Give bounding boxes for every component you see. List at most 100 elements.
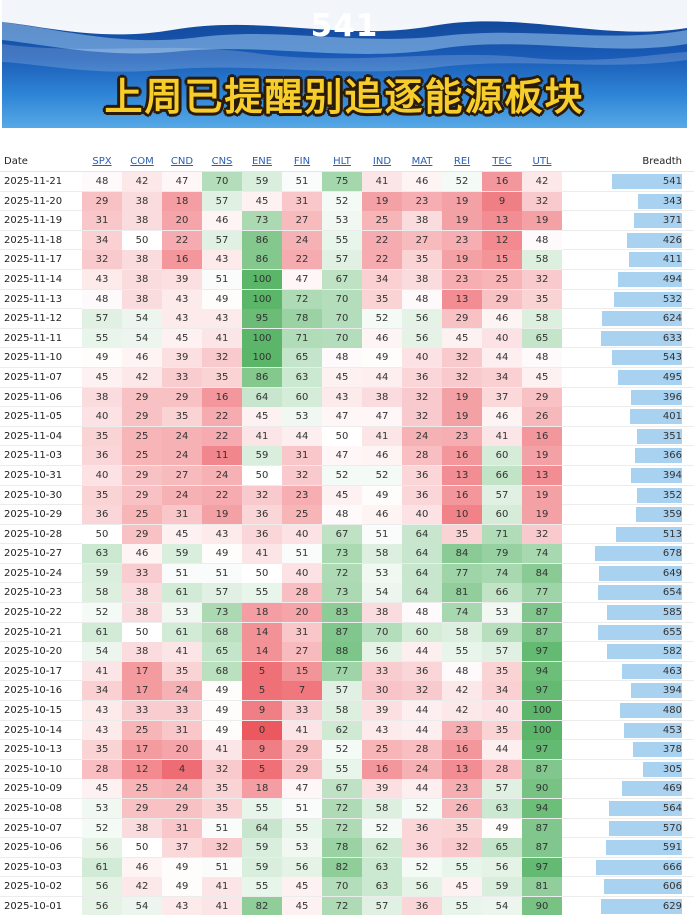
heat-cell-hlt: 53 xyxy=(322,211,362,231)
heat-cell-utl: 97 xyxy=(522,642,562,662)
heat-cell-ene: 5 xyxy=(242,681,282,701)
table-row: 2025-11-12 57 54 43 43 95 78 70 52 56 29 46 58 624 xyxy=(0,309,694,329)
breadth-bar xyxy=(637,487,682,503)
breadth-value: 649 xyxy=(662,567,682,579)
column-header-ind[interactable]: IND xyxy=(372,156,392,167)
breadth-value: 426 xyxy=(662,234,682,246)
breadth-value: 495 xyxy=(662,371,682,383)
heat-cell-hlt: 55 xyxy=(322,230,362,250)
heat-cell-com: 33 xyxy=(122,701,162,721)
heat-cell-cns: 43 xyxy=(202,524,242,544)
heat-cell-cnd: 18 xyxy=(162,191,202,211)
column-header-tec[interactable]: TEC xyxy=(492,156,512,167)
table-row: 2025-11-07 45 42 33 35 86 63 45 44 36 32 34 45 495 xyxy=(0,367,694,388)
column-header-ene[interactable]: ENE xyxy=(251,156,273,167)
heat-cell-fin: 40 xyxy=(282,524,322,544)
heat-cell-hlt: 73 xyxy=(322,544,362,564)
breadth-value: 582 xyxy=(662,646,682,658)
breadth-value: 469 xyxy=(662,783,682,795)
heat-cell-tec: 37 xyxy=(482,387,522,407)
column-header-rei[interactable]: REI xyxy=(453,156,471,167)
table-row: 2025-11-18 34 50 22 57 86 24 55 22 27 23 12 48 426 xyxy=(0,230,694,251)
row-date: 2025-10-23 xyxy=(4,587,63,599)
heat-cell-cnd: 20 xyxy=(162,740,202,760)
table-row: 2025-10-06 56 50 37 32 59 53 78 62 36 32 65 87 591 xyxy=(0,838,694,858)
heat-cell-ene: 0 xyxy=(242,720,282,740)
heat-cell-rei: 55 xyxy=(442,896,482,915)
heat-cell-utl: 19 xyxy=(522,505,562,525)
heat-cell-cnd: 16 xyxy=(162,250,202,270)
heat-cell-ene: 14 xyxy=(242,622,282,642)
heat-cell-com: 38 xyxy=(122,289,162,309)
row-date: 2025-11-06 xyxy=(4,391,63,403)
breadth-value: 371 xyxy=(662,215,682,227)
heat-cell-cnd: 24 xyxy=(162,446,202,466)
heat-cell-cnd: 49 xyxy=(162,877,202,897)
column-header-cns[interactable]: CNS xyxy=(211,156,233,167)
row-date: 2025-11-19 xyxy=(4,215,63,227)
heat-cell-cns: 68 xyxy=(202,622,242,642)
heat-cell-ind: 52 xyxy=(362,309,402,329)
heat-cell-hlt: 70 xyxy=(322,309,362,329)
column-header-fin[interactable]: FIN xyxy=(293,156,311,167)
heat-cell-ene: 50 xyxy=(242,465,282,485)
heat-cell-fin: 25 xyxy=(282,505,322,525)
breadth-bar xyxy=(620,703,682,719)
heat-cell-ind: 58 xyxy=(362,799,402,818)
heat-cell-rei: 42 xyxy=(442,681,482,701)
column-header-spx[interactable]: SPX xyxy=(92,156,112,167)
heat-cell-mat: 40 xyxy=(402,505,442,525)
column-header-com[interactable]: COM xyxy=(130,156,154,167)
heat-cell-mat: 36 xyxy=(402,661,442,681)
heat-cell-hlt: 70 xyxy=(322,289,362,309)
heat-cell-cns: 51 xyxy=(202,269,242,289)
heat-cell-rei: 52 xyxy=(442,172,482,191)
heat-cell-hlt: 72 xyxy=(322,799,362,818)
column-header-utl[interactable]: UTL xyxy=(532,156,552,167)
heat-cell-tec: 34 xyxy=(482,367,522,387)
heat-cell-hlt: 87 xyxy=(322,622,362,642)
heat-cell-utl: 90 xyxy=(522,896,562,915)
heat-cell-spx: 56 xyxy=(82,896,122,915)
heat-cell-ind: 49 xyxy=(362,485,402,505)
heat-cell-com: 42 xyxy=(122,172,162,191)
heat-cell-mat: 40 xyxy=(402,348,442,368)
heat-cell-cns: 51 xyxy=(202,818,242,838)
heat-cell-fin: 51 xyxy=(282,544,322,564)
heat-cell-spx: 52 xyxy=(82,818,122,838)
heat-cell-rei: 19 xyxy=(442,250,482,270)
breadth-value: 666 xyxy=(662,861,682,873)
heat-cell-ene: 100 xyxy=(242,328,282,348)
heat-cell-ene: 73 xyxy=(242,211,282,231)
heat-cell-tec: 60 xyxy=(482,505,522,525)
heat-cell-cns: 16 xyxy=(202,387,242,407)
heat-cell-utl: 48 xyxy=(522,230,562,250)
breadth-bar xyxy=(631,467,682,483)
table-row: 2025-10-13 35 17 20 41 9 29 52 25 28 16 44 97 378 xyxy=(0,740,694,760)
heat-cell-spx: 58 xyxy=(82,583,122,603)
heat-cell-fin: 15 xyxy=(282,661,322,681)
heat-cell-cnd: 29 xyxy=(162,799,202,818)
column-header-hlt[interactable]: HLT xyxy=(333,156,351,167)
heat-cell-cnd: 51 xyxy=(162,563,202,583)
column-header-cnd[interactable]: CND xyxy=(170,156,194,167)
heat-cell-utl: 87 xyxy=(522,759,562,779)
heat-cell-cns: 22 xyxy=(202,426,242,446)
heat-cell-fin: 47 xyxy=(282,269,322,289)
heat-cell-ene: 100 xyxy=(242,348,282,368)
heat-cell-cns: 11 xyxy=(202,446,242,466)
heat-cell-spx: 40 xyxy=(82,465,122,485)
row-date: 2025-10-14 xyxy=(4,724,63,736)
row-date: 2025-11-07 xyxy=(4,371,63,383)
heat-cell-spx: 29 xyxy=(82,191,122,211)
heat-cell-utl: 13 xyxy=(522,465,562,485)
row-date: 2025-11-04 xyxy=(4,430,63,442)
heat-cell-fin: 40 xyxy=(282,563,322,583)
heat-cell-com: 50 xyxy=(122,230,162,250)
heat-cell-fin: 29 xyxy=(282,759,322,779)
column-header-mat[interactable]: MAT xyxy=(411,156,433,167)
heat-cell-cns: 49 xyxy=(202,544,242,564)
heat-cell-cnd: 31 xyxy=(162,720,202,740)
heat-cell-cnd: 43 xyxy=(162,289,202,309)
heat-cell-spx: 56 xyxy=(82,877,122,897)
